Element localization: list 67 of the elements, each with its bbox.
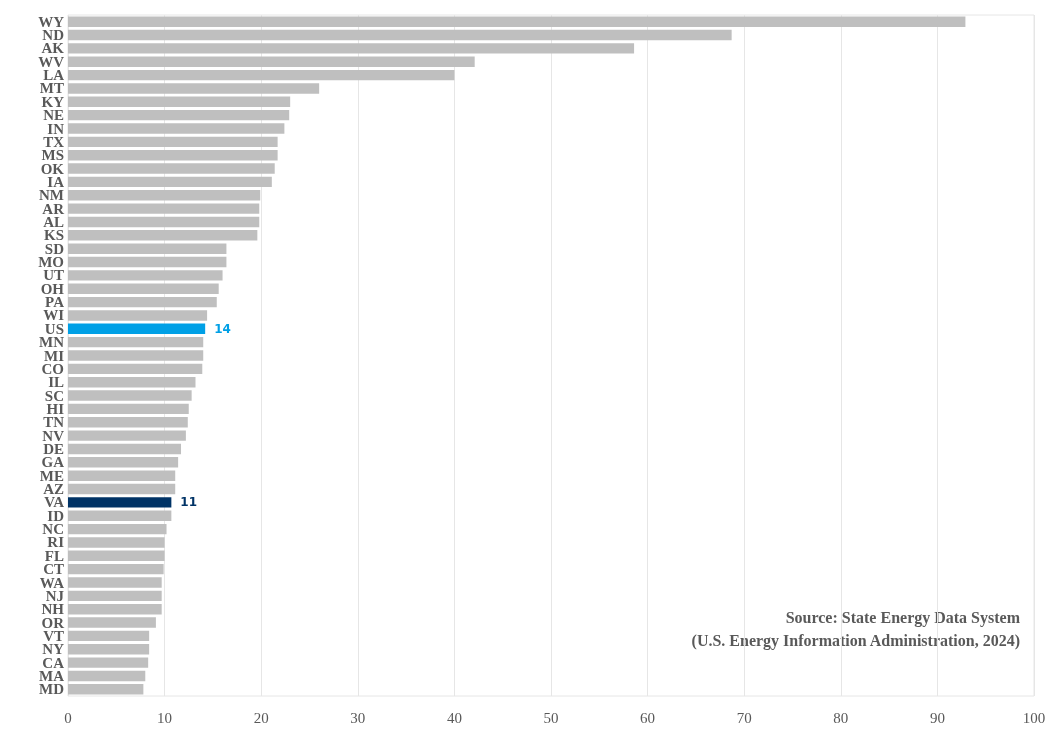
x-tick-label: 20 xyxy=(253,709,269,726)
bar xyxy=(68,69,455,81)
bar xyxy=(68,96,291,107)
bar xyxy=(68,510,172,521)
bar xyxy=(68,83,320,94)
bar xyxy=(68,323,206,334)
bar xyxy=(68,657,149,668)
bar xyxy=(68,243,227,254)
bar xyxy=(68,310,208,321)
bar xyxy=(68,203,260,214)
bar xyxy=(68,283,219,294)
bar xyxy=(68,403,189,415)
x-tick-label: 80 xyxy=(833,709,849,726)
bar xyxy=(68,163,275,174)
bar xyxy=(68,523,167,535)
x-tick-label: 90 xyxy=(929,709,945,726)
bar xyxy=(68,43,635,54)
bar xyxy=(68,270,223,281)
bar xyxy=(68,644,150,655)
x-tick-label: 50 xyxy=(543,709,559,726)
bar xyxy=(68,16,966,27)
x-tick-label: 100 xyxy=(1022,709,1046,726)
bar xyxy=(68,550,165,561)
bar xyxy=(68,563,164,575)
bar xyxy=(68,457,179,468)
bar xyxy=(68,350,204,361)
data-label: 14 xyxy=(214,321,231,336)
bar xyxy=(68,577,162,588)
bar xyxy=(68,190,261,201)
x-tick-label: 40 xyxy=(446,709,462,726)
bar xyxy=(68,470,176,481)
bar xyxy=(68,497,172,508)
x-tick-label: 0 xyxy=(64,709,72,726)
y-tick-label: WY xyxy=(38,13,65,30)
x-tick-label: 70 xyxy=(736,709,752,726)
bar xyxy=(68,123,285,134)
x-tick-label: 10 xyxy=(157,709,173,726)
bar xyxy=(68,617,156,628)
bar xyxy=(68,296,217,308)
x-tick-label: 60 xyxy=(640,709,656,726)
y-tick-label: MD xyxy=(39,681,65,698)
bar xyxy=(68,363,203,375)
bar xyxy=(68,377,196,388)
bar xyxy=(68,537,165,548)
bar xyxy=(68,390,192,401)
bar xyxy=(68,430,186,441)
bar xyxy=(68,483,176,495)
bar xyxy=(68,670,146,682)
bar xyxy=(68,230,258,241)
bar xyxy=(68,443,182,455)
bar xyxy=(68,29,732,41)
bar xyxy=(68,136,278,148)
bar xyxy=(68,417,188,428)
bar xyxy=(68,109,290,121)
bar xyxy=(68,176,272,188)
annotation: (U.S. Energy Information Administration, 2024) xyxy=(691,632,1020,650)
bar xyxy=(68,216,260,228)
x-tick-label: 30 xyxy=(350,709,366,726)
data-label: 11 xyxy=(180,495,198,510)
bar xyxy=(68,630,150,642)
bar xyxy=(68,590,162,602)
bar xyxy=(68,256,227,268)
bar xyxy=(68,56,475,67)
bar xyxy=(68,604,162,615)
bar xyxy=(68,150,278,161)
bar xyxy=(68,336,204,348)
bar xyxy=(68,684,144,695)
